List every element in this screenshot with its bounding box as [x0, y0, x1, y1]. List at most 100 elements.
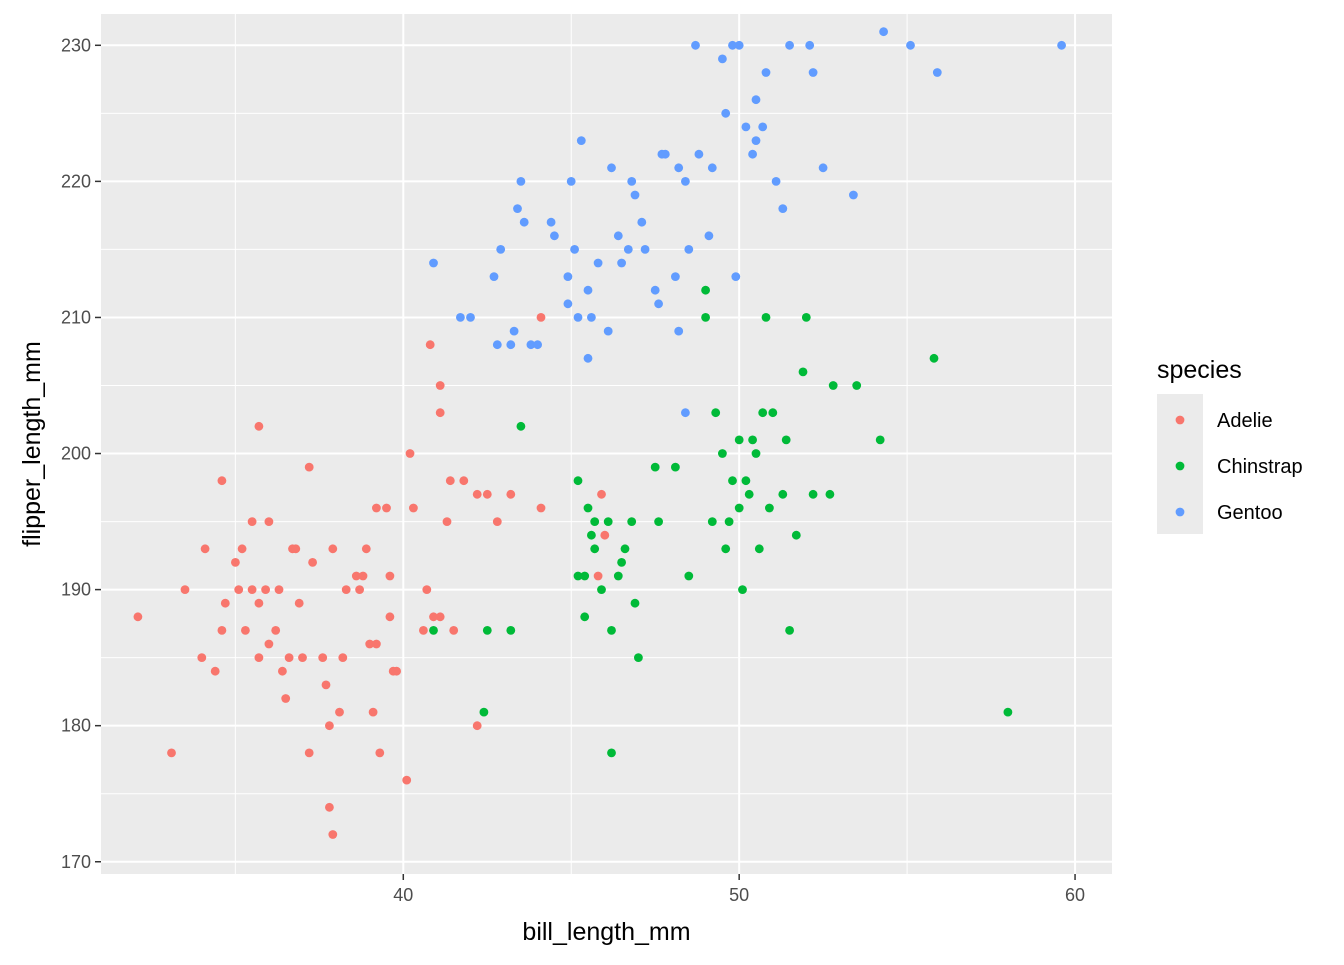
data-point: [281, 694, 291, 703]
data-point: [472, 489, 482, 499]
data-point: [781, 435, 791, 445]
data-point: [563, 299, 573, 309]
data-point: [818, 163, 828, 173]
data-point: [791, 530, 801, 540]
data-point: [684, 245, 694, 254]
data-point: [932, 68, 942, 77]
data-point: [660, 149, 670, 159]
data-point: [761, 68, 771, 77]
data-point: [691, 40, 700, 50]
x-axis-title: bill_length_mm: [522, 918, 690, 946]
data-point: [291, 544, 301, 554]
data-point: [751, 95, 761, 105]
data-point: [704, 231, 714, 241]
legend-key: [1175, 507, 1185, 517]
data-point: [338, 653, 348, 662]
legend-item-adelie: Adelie: [1175, 410, 1273, 432]
data-point: [613, 231, 623, 241]
data-point: [718, 449, 727, 458]
data-point: [435, 612, 445, 622]
data-point: [580, 571, 590, 581]
data-point: [513, 204, 522, 214]
data-point: [372, 503, 381, 513]
data-point: [600, 530, 610, 540]
y-tick-label: 200: [61, 444, 91, 464]
data-point: [382, 503, 391, 513]
data-point: [583, 503, 593, 513]
data-point: [607, 626, 616, 635]
series-gentoo: [429, 27, 1066, 418]
data-point: [261, 585, 270, 594]
data-point: [751, 136, 761, 146]
data-point: [593, 258, 603, 268]
data-point: [580, 612, 590, 622]
data-point: [761, 313, 771, 322]
data-point: [711, 408, 721, 418]
data-point: [308, 558, 317, 567]
plot-panel: [101, 14, 1112, 874]
data-point: [721, 544, 731, 554]
data-point: [607, 748, 616, 758]
y-tick-label: 210: [61, 307, 91, 327]
data-point: [402, 775, 412, 785]
data-point: [701, 313, 710, 322]
data-point: [734, 40, 744, 50]
data-point: [294, 598, 304, 608]
data-point: [744, 489, 754, 499]
data-point: [335, 707, 344, 717]
data-point: [533, 340, 542, 350]
data-point: [361, 544, 371, 554]
data-point: [674, 326, 684, 336]
series-chinstrap: [429, 285, 1013, 758]
data-point: [597, 489, 606, 499]
data-point: [583, 285, 593, 295]
data-point: [748, 149, 757, 159]
data-point: [630, 598, 640, 608]
data-point: [506, 340, 516, 350]
legend-label: Adelie: [1217, 410, 1273, 432]
data-point: [217, 476, 227, 486]
data-point: [684, 571, 694, 581]
data-point: [278, 666, 287, 676]
x-tick-label: 40: [393, 885, 413, 905]
data-point: [516, 177, 526, 186]
data-point: [392, 666, 401, 676]
data-point: [593, 571, 603, 581]
data-point: [801, 313, 811, 322]
data-point: [419, 626, 428, 635]
data-point: [254, 421, 264, 431]
data-point: [734, 435, 744, 445]
y-tick-label: 220: [61, 171, 91, 191]
data-point: [650, 462, 660, 472]
data-point: [489, 272, 499, 281]
data-point: [640, 245, 650, 254]
data-point: [634, 653, 643, 662]
data-point: [516, 421, 526, 431]
legend: species Adelie Chinstrap Gentoo: [1157, 356, 1303, 534]
data-point: [929, 353, 939, 363]
data-point: [328, 830, 338, 839]
data-point: [197, 653, 207, 662]
data-point: [808, 489, 818, 499]
data-point: [429, 626, 438, 635]
data-point: [325, 721, 334, 731]
data-point: [603, 517, 613, 526]
data-point: [785, 40, 794, 50]
legend-item-chinstrap: Chinstrap: [1175, 456, 1303, 478]
data-point: [778, 489, 788, 499]
data-point: [808, 68, 818, 77]
data-point: [573, 313, 583, 322]
data-point: [365, 639, 375, 649]
data-point: [321, 680, 331, 690]
data-point: [627, 177, 637, 186]
data-point: [328, 544, 338, 554]
data-point: [751, 449, 761, 458]
data-point: [325, 802, 334, 812]
data-point: [671, 272, 680, 281]
data-point: [718, 54, 727, 64]
data-point: [590, 544, 600, 554]
data-point: [472, 721, 482, 731]
legend-key: [1175, 461, 1185, 471]
data-point: [748, 435, 757, 445]
data-point: [617, 258, 626, 268]
